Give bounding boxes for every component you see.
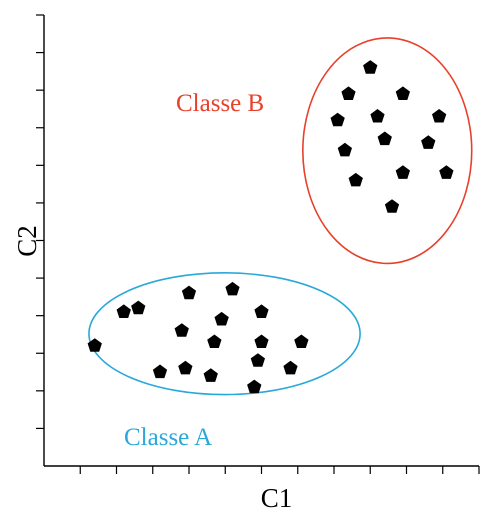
classe-a-point — [250, 353, 265, 367]
classe-b-point — [384, 199, 400, 213]
cluster-labels: Classe A Classe B — [124, 90, 264, 451]
data-points — [87, 60, 454, 394]
classe-a-ellipse — [88, 272, 361, 396]
classe-b-label: Classe B — [176, 90, 264, 117]
classe-a-point — [87, 338, 102, 352]
classe-a-point — [203, 368, 218, 382]
classe-a-point — [225, 281, 240, 296]
classe-a-point — [131, 300, 146, 315]
classe-b-point — [330, 112, 345, 127]
classe-a-point — [207, 334, 222, 348]
classe-a-point — [283, 360, 298, 375]
x-axis-label: C1 — [261, 483, 293, 511]
classe-b-point — [432, 109, 447, 123]
axes — [36, 14, 480, 474]
classe-b-point — [348, 172, 363, 187]
classe-b-point — [363, 60, 378, 74]
y-axis-label: C2 — [12, 225, 42, 257]
classe-a-point — [254, 334, 269, 348]
classe-a-point — [174, 323, 189, 337]
classe-a-point — [181, 285, 197, 300]
y-axis-ticks — [36, 14, 44, 430]
classe-b-point — [337, 142, 352, 157]
classe-a-point — [116, 304, 131, 318]
classe-b-point — [421, 135, 436, 149]
classe-b-point — [395, 86, 410, 100]
classe-a-point — [294, 334, 309, 348]
classe-b-ellipse — [302, 37, 473, 265]
classe-a-point — [247, 379, 262, 394]
classe-b-point — [377, 131, 392, 146]
x-axis-ticks — [79, 466, 480, 474]
classe-a-point — [254, 304, 269, 318]
classe-b-point — [395, 165, 410, 179]
classe-a-label: Classe A — [124, 424, 212, 451]
classe-a-point — [178, 360, 193, 375]
classe-b-point — [341, 86, 356, 100]
classe-a-point — [214, 311, 229, 326]
classe-a-point — [152, 364, 168, 379]
classe-b-point — [370, 109, 385, 123]
cluster-ellipses — [88, 37, 473, 396]
classe-b-point — [439, 165, 454, 179]
